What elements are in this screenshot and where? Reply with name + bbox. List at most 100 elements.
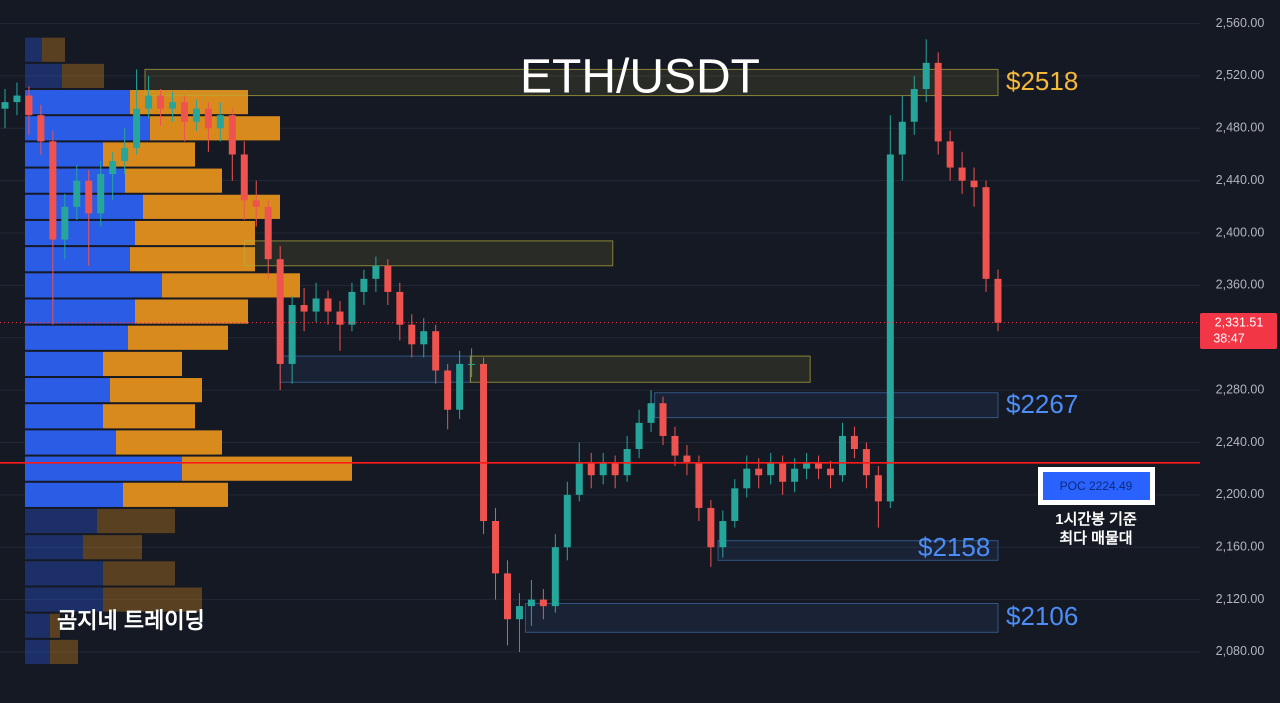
zone bbox=[279, 355, 471, 383]
candle-body bbox=[791, 468, 799, 482]
candle-body bbox=[157, 95, 165, 109]
zone bbox=[654, 392, 999, 419]
candle-body bbox=[719, 521, 727, 548]
candle-body bbox=[264, 206, 272, 260]
profile-buy bbox=[25, 378, 110, 403]
profile-buy bbox=[25, 561, 103, 586]
y-tick-label: 2,240.00 bbox=[1216, 435, 1265, 449]
profile-buy bbox=[25, 194, 143, 219]
candle-body bbox=[563, 494, 571, 548]
candle-body bbox=[503, 573, 511, 620]
candle-body bbox=[970, 180, 978, 188]
candle-body bbox=[611, 462, 619, 476]
candle-body bbox=[168, 102, 176, 109]
candle-body bbox=[300, 305, 308, 312]
candle-body bbox=[707, 507, 715, 548]
candle-body bbox=[432, 331, 440, 371]
poc-note: 1시간봉 기준 bbox=[1055, 511, 1137, 528]
profile-sell bbox=[50, 639, 78, 665]
candle-body bbox=[228, 115, 236, 155]
candle-body bbox=[982, 187, 990, 279]
candle-body bbox=[958, 167, 966, 181]
candle-body bbox=[180, 102, 188, 122]
candle-body bbox=[444, 370, 452, 410]
candle-body bbox=[934, 62, 942, 142]
profile-sell bbox=[135, 220, 255, 246]
profile-sell bbox=[135, 299, 248, 324]
profile-sell bbox=[103, 404, 195, 429]
profile-buy bbox=[25, 116, 150, 141]
y-tick-label: 2,200.00 bbox=[1216, 487, 1265, 501]
watermark: 곰지네 트레이딩 bbox=[57, 608, 205, 633]
candle-body bbox=[37, 115, 45, 142]
candle-body bbox=[288, 305, 296, 364]
y-tick-label: 2,160.00 bbox=[1216, 540, 1265, 554]
profile-buy bbox=[25, 351, 103, 377]
profile-sell bbox=[128, 325, 228, 350]
candle-body bbox=[755, 468, 763, 476]
y-tick-label: 2,560.00 bbox=[1216, 16, 1265, 30]
profile-buy bbox=[25, 299, 135, 324]
profile-sell bbox=[97, 508, 175, 534]
profile-buy bbox=[25, 247, 130, 272]
y-tick-label: 2,400.00 bbox=[1216, 225, 1265, 239]
profile-sell bbox=[125, 168, 222, 193]
last-price: 2,331.51 bbox=[1215, 315, 1264, 329]
candle-body bbox=[767, 462, 775, 476]
candle-body bbox=[659, 403, 667, 436]
candle-body bbox=[85, 180, 93, 214]
profile-sell bbox=[42, 37, 65, 62]
candle-body bbox=[515, 606, 523, 620]
profile-sell bbox=[116, 430, 222, 455]
profile-sell bbox=[103, 587, 202, 612]
y-tick-label: 2,520.00 bbox=[1216, 68, 1265, 82]
profile-buy bbox=[25, 535, 83, 560]
candle-body bbox=[372, 265, 380, 279]
profile-buy bbox=[25, 63, 62, 89]
candle-body bbox=[994, 278, 1002, 323]
y-tick-label: 2,480.00 bbox=[1216, 121, 1265, 135]
candle-body bbox=[946, 141, 954, 168]
profile-buy bbox=[25, 613, 50, 638]
profile-buy bbox=[25, 482, 123, 507]
candle-body bbox=[850, 435, 858, 450]
candle-body bbox=[192, 108, 200, 122]
profile-sell bbox=[182, 456, 352, 481]
profile-buy bbox=[25, 456, 182, 481]
countdown: 38:47 bbox=[1213, 331, 1244, 345]
candle-body bbox=[408, 324, 416, 345]
y-tick-label: 2,440.00 bbox=[1216, 173, 1265, 187]
candle-body bbox=[647, 403, 655, 423]
candle-body bbox=[468, 363, 476, 365]
profile-buy bbox=[25, 508, 97, 534]
candle-body bbox=[336, 311, 344, 325]
candle-body bbox=[886, 154, 894, 502]
chart-title: ETH/USDT bbox=[520, 51, 760, 104]
candle-body bbox=[587, 462, 595, 476]
zone bbox=[469, 355, 811, 383]
candle-body bbox=[480, 363, 488, 522]
candle-body bbox=[539, 599, 547, 607]
poc-note: 최다 매물대 bbox=[1059, 529, 1132, 547]
zone-label: $2518 bbox=[1006, 66, 1078, 96]
profile-sell bbox=[103, 351, 182, 377]
candle-body bbox=[575, 462, 583, 495]
candle-body bbox=[73, 180, 81, 207]
candle-body bbox=[779, 462, 787, 482]
profile-buy bbox=[25, 587, 103, 612]
profile-buy bbox=[25, 142, 103, 167]
profile-sell bbox=[62, 63, 104, 89]
profile-buy bbox=[25, 90, 130, 115]
candle-body bbox=[312, 298, 320, 312]
candle-body bbox=[324, 298, 332, 312]
candle-body bbox=[527, 599, 535, 607]
candle-body bbox=[61, 206, 69, 240]
candle-body bbox=[25, 95, 33, 116]
candle-body bbox=[456, 363, 464, 410]
candle-body bbox=[348, 291, 356, 325]
candle-body bbox=[492, 521, 500, 574]
profile-sell bbox=[50, 613, 60, 638]
candle-body bbox=[898, 121, 906, 155]
y-tick-label: 2,280.00 bbox=[1216, 382, 1265, 396]
